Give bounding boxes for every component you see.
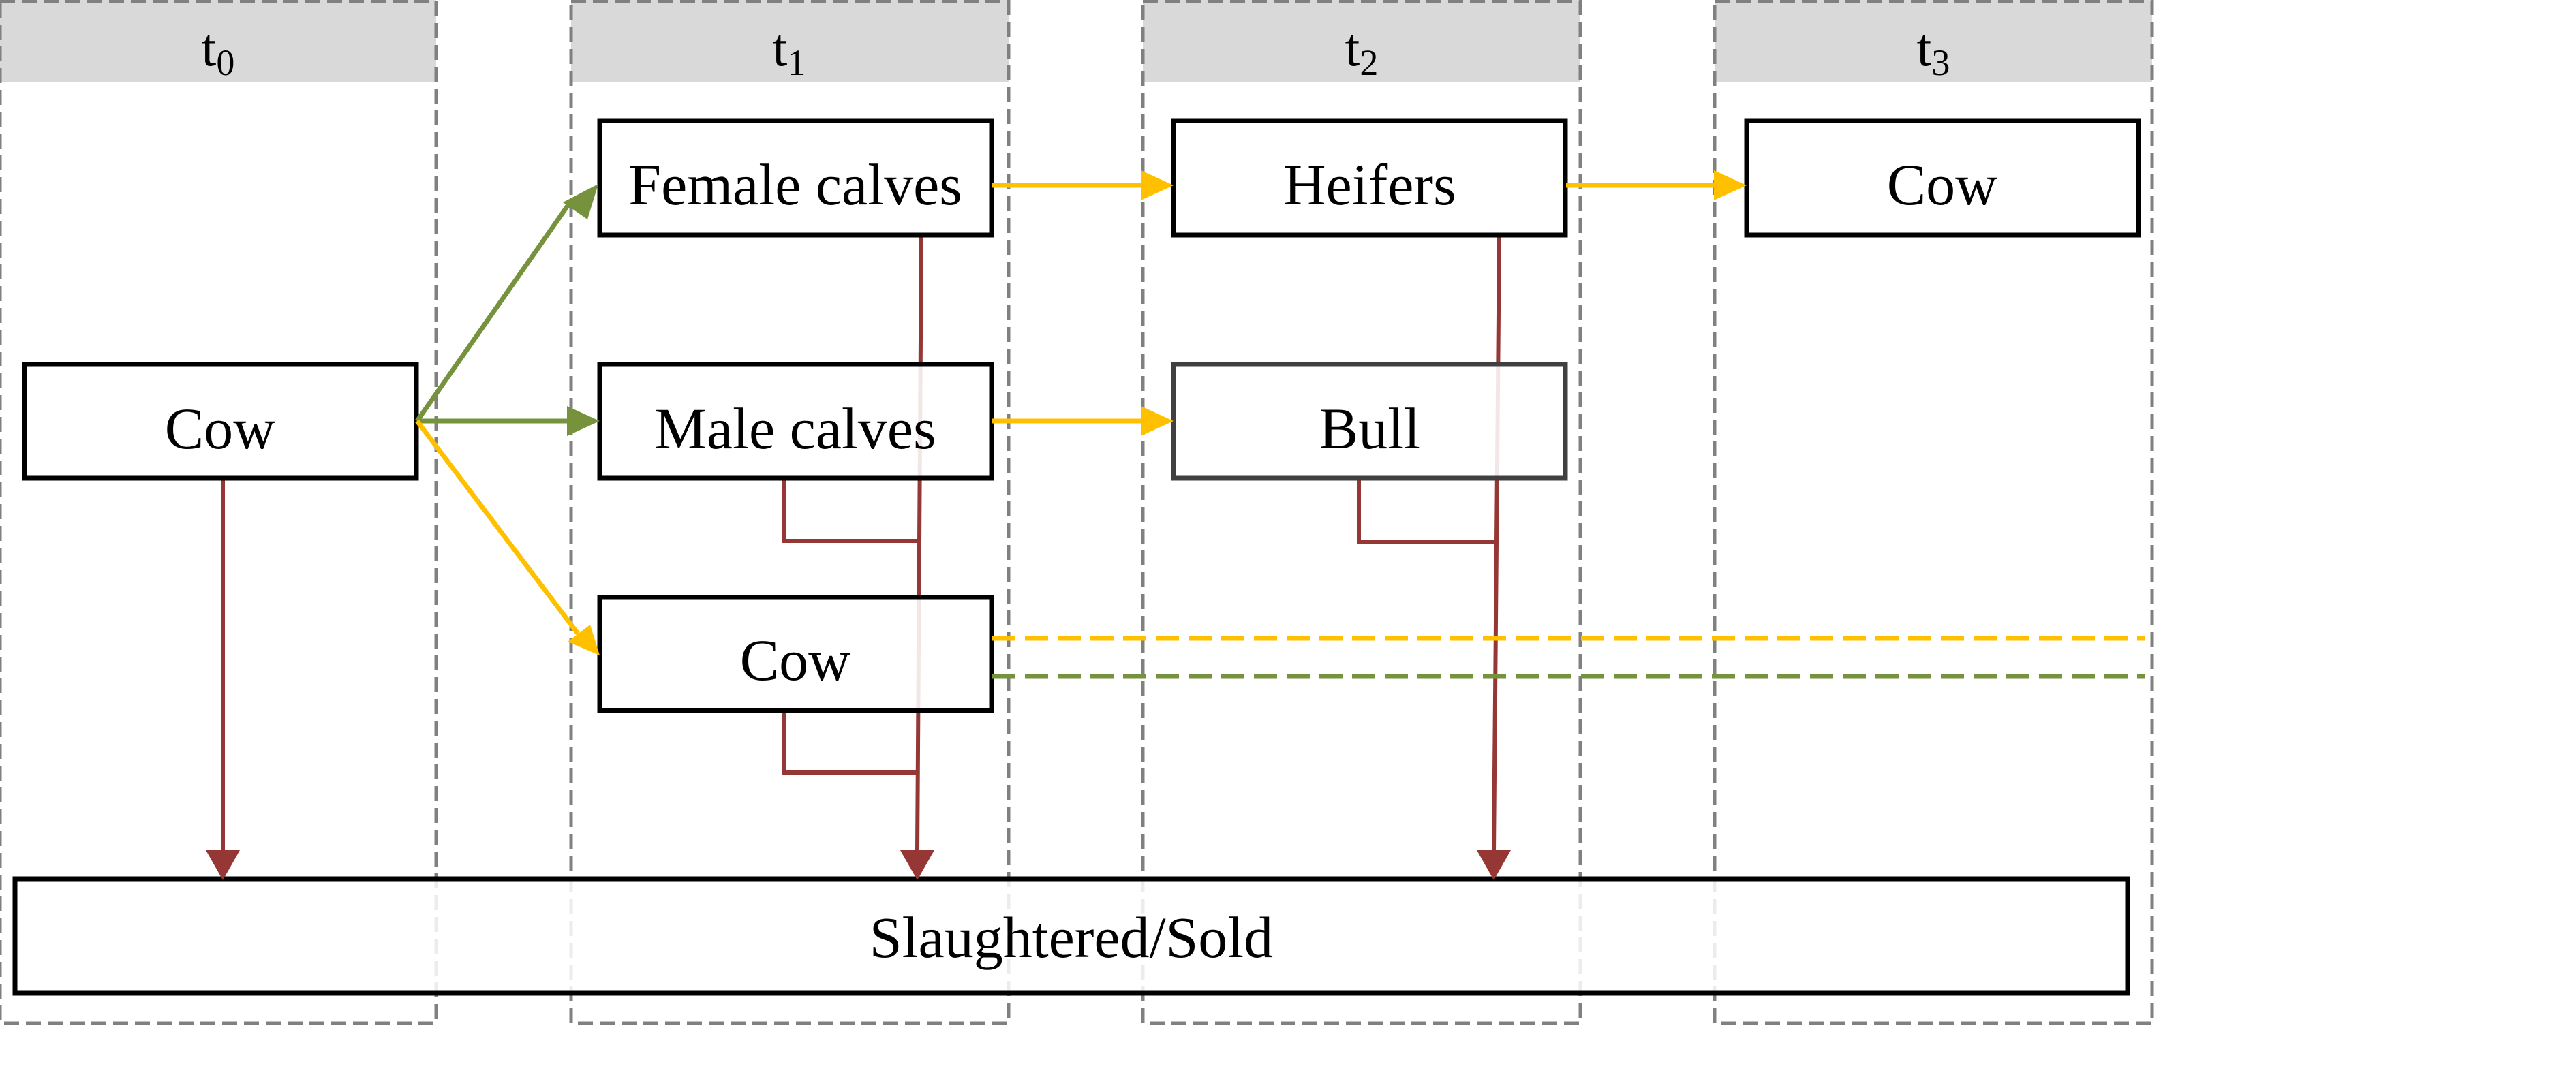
flow-cow-t1-join [782, 711, 918, 775]
arrowhead [1477, 850, 1511, 880]
ageing-flows [415, 183, 2145, 641]
flow-t1-to-slaughter [915, 234, 923, 852]
node-box [22, 362, 419, 481]
arrowhead [567, 406, 600, 436]
node-label: Slaughtered/Sold [870, 905, 1273, 970]
node-box [1171, 118, 1568, 238]
period-frame [1141, 0, 1582, 1025]
period-frame [0, 0, 438, 1025]
period-header-bg [1143, 0, 1580, 82]
arrowhead [563, 184, 598, 219]
node-box [1744, 118, 2141, 238]
arrowhead [1141, 406, 1174, 436]
node-heifers: Heifers [1171, 118, 1568, 238]
node-slaughtered-sold: Slaughtered/Sold [12, 876, 2130, 996]
flow-male-calves-join [782, 478, 919, 543]
node-label: Cow [1887, 152, 1997, 217]
node-label: Cow [740, 627, 850, 693]
slaughter-arrowheads [206, 850, 1511, 880]
node-label: Heifers [1283, 152, 1456, 217]
arrowhead [1141, 170, 1174, 200]
node-female-calves: Female calves [597, 118, 994, 238]
node-male-calves: Male calves [597, 362, 994, 481]
node-cow-t0: Cow [22, 362, 419, 481]
period-column-t2: t2 [1141, 0, 1582, 1025]
node-cow-t1: Cow [597, 595, 994, 713]
period-column-t1: t1 [569, 0, 1011, 1025]
period-column-t3: t3 [1713, 0, 2154, 1025]
arrowhead [568, 625, 600, 655]
period-frame [569, 0, 1011, 1025]
arrowhead [206, 850, 240, 880]
node-box [597, 118, 994, 238]
node-box [12, 876, 2130, 996]
node-box [597, 362, 994, 481]
node-label: Cow [165, 396, 275, 461]
node-bull: Bull [1171, 362, 1568, 481]
period-label-t0: t0 [202, 18, 235, 83]
flow-cow-to-female-calves [415, 197, 574, 423]
slaughter-flows [221, 234, 1501, 852]
flow-cow-to-cow-t1 [415, 419, 580, 636]
birth-flows [415, 197, 2145, 679]
period-header-bg [1715, 0, 2152, 82]
flow-bull-join [1357, 478, 1497, 544]
ageing-arrowheads [568, 170, 1747, 655]
node-cow-t3: Cow [1744, 118, 2141, 238]
period-header-bg [571, 0, 1009, 82]
node-box [597, 595, 994, 713]
arrowhead [1714, 170, 1747, 200]
node-label: Female calves [628, 152, 962, 217]
period-label-t2: t2 [1345, 18, 1379, 83]
arrowhead [900, 850, 934, 880]
period-label-t1: t1 [773, 18, 806, 83]
period-frame [1713, 0, 2154, 1025]
period-label-t3: t3 [1917, 18, 1950, 83]
node-box [1171, 362, 1568, 481]
node-label: Bull [1319, 396, 1420, 461]
node-label: Male calves [654, 396, 936, 461]
birth-arrowheads [563, 184, 600, 436]
period-header-bg [0, 0, 436, 82]
period-column-t0: t0 [0, 0, 438, 1025]
